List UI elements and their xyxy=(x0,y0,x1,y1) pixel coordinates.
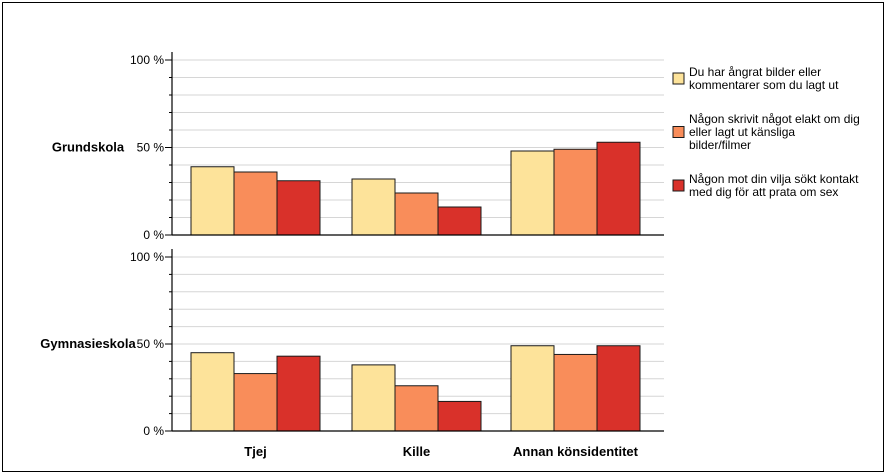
bar xyxy=(437,206,482,236)
bar xyxy=(596,345,641,432)
legend-swatch xyxy=(672,126,685,138)
panel-label: Grundskola xyxy=(52,140,125,155)
bar xyxy=(394,192,439,236)
bar xyxy=(233,171,278,236)
bar xyxy=(351,364,396,432)
bar xyxy=(190,166,235,236)
bar xyxy=(233,373,278,432)
x-category-label: Annan könsidentitet xyxy=(513,444,639,459)
bar xyxy=(510,150,555,236)
bar xyxy=(276,180,321,236)
x-category-label: Kille xyxy=(403,444,430,459)
bar xyxy=(596,141,641,236)
legend-label: Någon mot din vilja sökt kontakt xyxy=(689,172,859,186)
legend-label: kommentarer som du lagt ut xyxy=(689,78,839,92)
y-tick-label: 50 % xyxy=(137,337,165,351)
y-tick-label: 100 % xyxy=(130,250,164,264)
bar xyxy=(437,400,482,432)
x-category-label: Tjej xyxy=(244,444,266,459)
y-tick-label: 0 % xyxy=(143,228,164,242)
legend-label: med dig för att prata om sex xyxy=(689,185,838,199)
y-tick-label: 0 % xyxy=(143,424,164,438)
bar xyxy=(553,353,598,432)
bar xyxy=(394,385,439,432)
legend-label: eller lagt ut känsliga xyxy=(689,125,795,139)
legend-label: bilder/filmer xyxy=(689,138,751,152)
y-tick-label: 50 % xyxy=(137,141,165,155)
bar xyxy=(553,148,598,236)
y-tick-label: 100 % xyxy=(130,53,164,67)
legend-label: Någon skrivit något elakt om dig xyxy=(689,112,860,126)
bar xyxy=(190,352,235,432)
panel-label: Gymnasieskola xyxy=(40,336,136,351)
legend-swatch xyxy=(672,179,685,192)
legend-label: Du har ångrat bilder eller xyxy=(689,65,821,79)
bar xyxy=(351,178,396,236)
bar xyxy=(510,345,555,432)
bar xyxy=(276,355,321,432)
legend-swatch xyxy=(672,72,685,85)
